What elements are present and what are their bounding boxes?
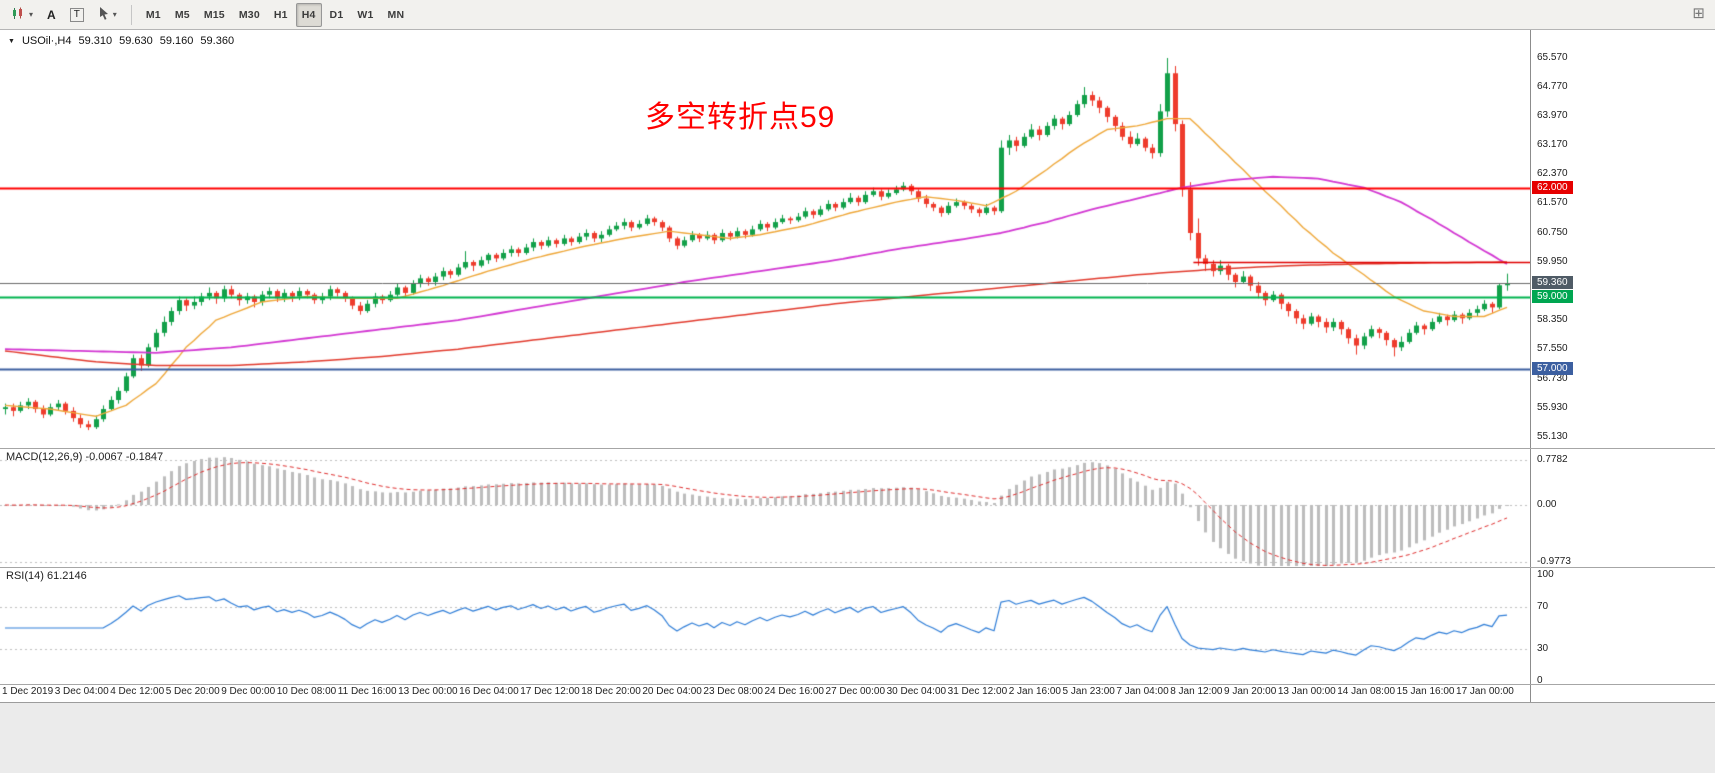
price-scale-tick: 65.570 [1537,52,1568,63]
cursor-arrow-icon [98,6,110,23]
time-axis-label: 3 Dec 04:00 [54,686,109,697]
chart-object-button[interactable]: ▾ [5,3,39,27]
price-chart-canvas[interactable] [0,30,1530,702]
price-scale-tick: 55.930 [1537,402,1568,413]
time-axis-label: 24 Dec 16:00 [764,686,824,697]
time-axis-label: 9 Jan 20:00 [1224,686,1277,697]
rsi-scale-label: 100 [1537,569,1554,580]
price-scale-tick: 60.750 [1537,227,1568,238]
toolbar-separator [130,4,132,25]
price-scale[interactable]: 65.570 64.770 63.970 63.170 62.370 61.570 60.7… [1530,30,1715,702]
ohlc-low-value: 59.160 [159,35,194,47]
timeframe-button-h1[interactable]: H1 [273,8,288,21]
time-axis-label: 1 Dec 2019 [2,686,54,697]
footer-strip [0,702,1715,773]
timeframe-button-group: M1 M5 M15 M30 H1 H4 D1 W1 MN [139,2,411,27]
text-annotation-button[interactable]: A [41,3,62,27]
ohlc-close-value: 59.360 [200,35,235,47]
time-axis-label: 2 Jan 16:00 [1008,686,1061,697]
timeframe-button-m15[interactable]: M15 [203,8,225,21]
chart-annotation-text: 多空转折点59 [645,101,836,134]
price-scale-tick: 58.350 [1537,314,1568,325]
ohlc-high-value: 59.630 [119,35,153,47]
timeframe-button-mn[interactable]: MN [387,8,405,21]
time-axis-label: 10 Dec 08:00 [276,686,337,697]
time-axis-label: 8 Jan 12:00 [1170,686,1223,697]
rsi-scale-label: 70 [1537,601,1549,612]
macd-scale-label: -0.9773 [1537,556,1571,567]
rsi-indicator-label: RSI(14) 61.2146 [6,570,87,582]
time-axis-label: 31 Dec 12:00 [947,686,1008,697]
toolbar-button-label: T [69,7,84,22]
price-scale-tick: 57.550 [1537,343,1568,354]
toolbar-button-label: A [47,7,56,22]
price-scale-tick: 56.730 [1537,373,1568,384]
price-scale-tick: 62.370 [1537,168,1568,179]
timeframe-button-m1[interactable]: M1 [145,8,161,21]
time-axis-label: 16 Dec 04:00 [459,686,519,697]
time-axis-label: 13 Dec 00:00 [398,686,458,697]
pane-separator [0,448,1715,449]
time-axis-label: 18 Dec 20:00 [581,686,641,697]
timeframe-button-d1[interactable]: D1 [329,8,344,21]
dropdown-caret-icon: ▾ [29,10,34,19]
pane-separator [0,684,1715,685]
timeframe-button-m30[interactable]: M30 [238,8,260,21]
toolbar-left-group: ▾ A T ▾ [4,3,124,27]
time-axis-label: 4 Dec 12:00 [110,686,165,697]
timeframe-button-h4[interactable]: H4 [295,2,322,27]
chart-menu-arrow-icon[interactable]: ▼ [8,37,15,45]
macd-indicator-label: MACD(12,26,9) -0.0067 -0.1847 [6,451,164,463]
chart-window[interactable]: ▼ USOil·,H4 59.310 59.630 59.160 59.360 … [0,30,1715,702]
pane-separator [0,567,1715,568]
time-axis-label: 14 Jan 08:00 [1337,686,1396,697]
price-line-badge: 62.000 [1532,181,1573,194]
price-scale-tick: 59.950 [1537,256,1568,267]
timeframe-button-w1[interactable]: W1 [357,8,374,21]
rsi-scale-label: 30 [1537,643,1549,654]
time-axis-label: 5 Jan 23:00 [1062,686,1115,697]
time-axis-label: 15 Jan 16:00 [1396,686,1455,697]
symbol-timeframe-label: USOil·,H4 [21,35,72,47]
price-scale-tick: 63.170 [1537,139,1568,150]
price-scale-tick: 63.970 [1537,110,1568,121]
price-line-badge: 59.000 [1532,290,1573,303]
price-line-badge: 59.360 [1532,276,1573,289]
cursor-tool-button[interactable]: ▾ [92,3,123,27]
candlestick-chart-icon [11,7,26,23]
text-frame-button[interactable]: T [64,3,90,27]
price-scale-tick: 61.570 [1537,197,1568,208]
time-axis-label: 13 Jan 00:00 [1277,686,1336,697]
time-axis-label: 17 Jan 00:00 [1456,686,1514,697]
rsi-scale-label: 0 [1537,675,1543,686]
macd-scale-label: 0.7782 [1537,454,1568,465]
toolbar: ▾ A T ▾ M1 M5 M15 M30 H1 H4 D1 W1 MN ⊞ [0,0,1715,30]
time-axis-label: 20 Dec 04:00 [642,686,702,697]
time-axis-label: 23 Dec 08:00 [703,686,763,697]
time-axis-label: 7 Jan 04:00 [1116,686,1169,697]
ohlc-open-value: 59.310 [78,35,113,47]
timeframe-button-m5[interactable]: M5 [174,8,190,21]
price-line-badge: 57.000 [1532,362,1573,375]
window-grid-icon[interactable]: ⊞ [1692,5,1705,22]
price-scale-tick: 64.770 [1537,81,1568,92]
time-axis-label: 30 Dec 04:00 [886,686,947,697]
price-scale-tick: 55.130 [1537,431,1568,442]
time-axis[interactable]: 1 Dec 2019 3 Dec 04:00 4 Dec 12:00 5 Dec 20… [2,686,1514,697]
time-axis-label: 17 Dec 12:00 [520,686,580,697]
chart-symbol-header: ▼ USOil·,H4 59.310 59.630 59.160 59.360 [8,35,234,47]
time-axis-label: 27 Dec 00:00 [825,686,886,697]
time-axis-label: 5 Dec 20:00 [165,686,220,697]
time-axis-label: 11 Dec 16:00 [337,686,397,697]
macd-scale-label: 0.00 [1537,499,1557,510]
time-axis-label: 9 Dec 00:00 [221,686,276,697]
dropdown-caret-icon: ▾ [112,10,117,19]
